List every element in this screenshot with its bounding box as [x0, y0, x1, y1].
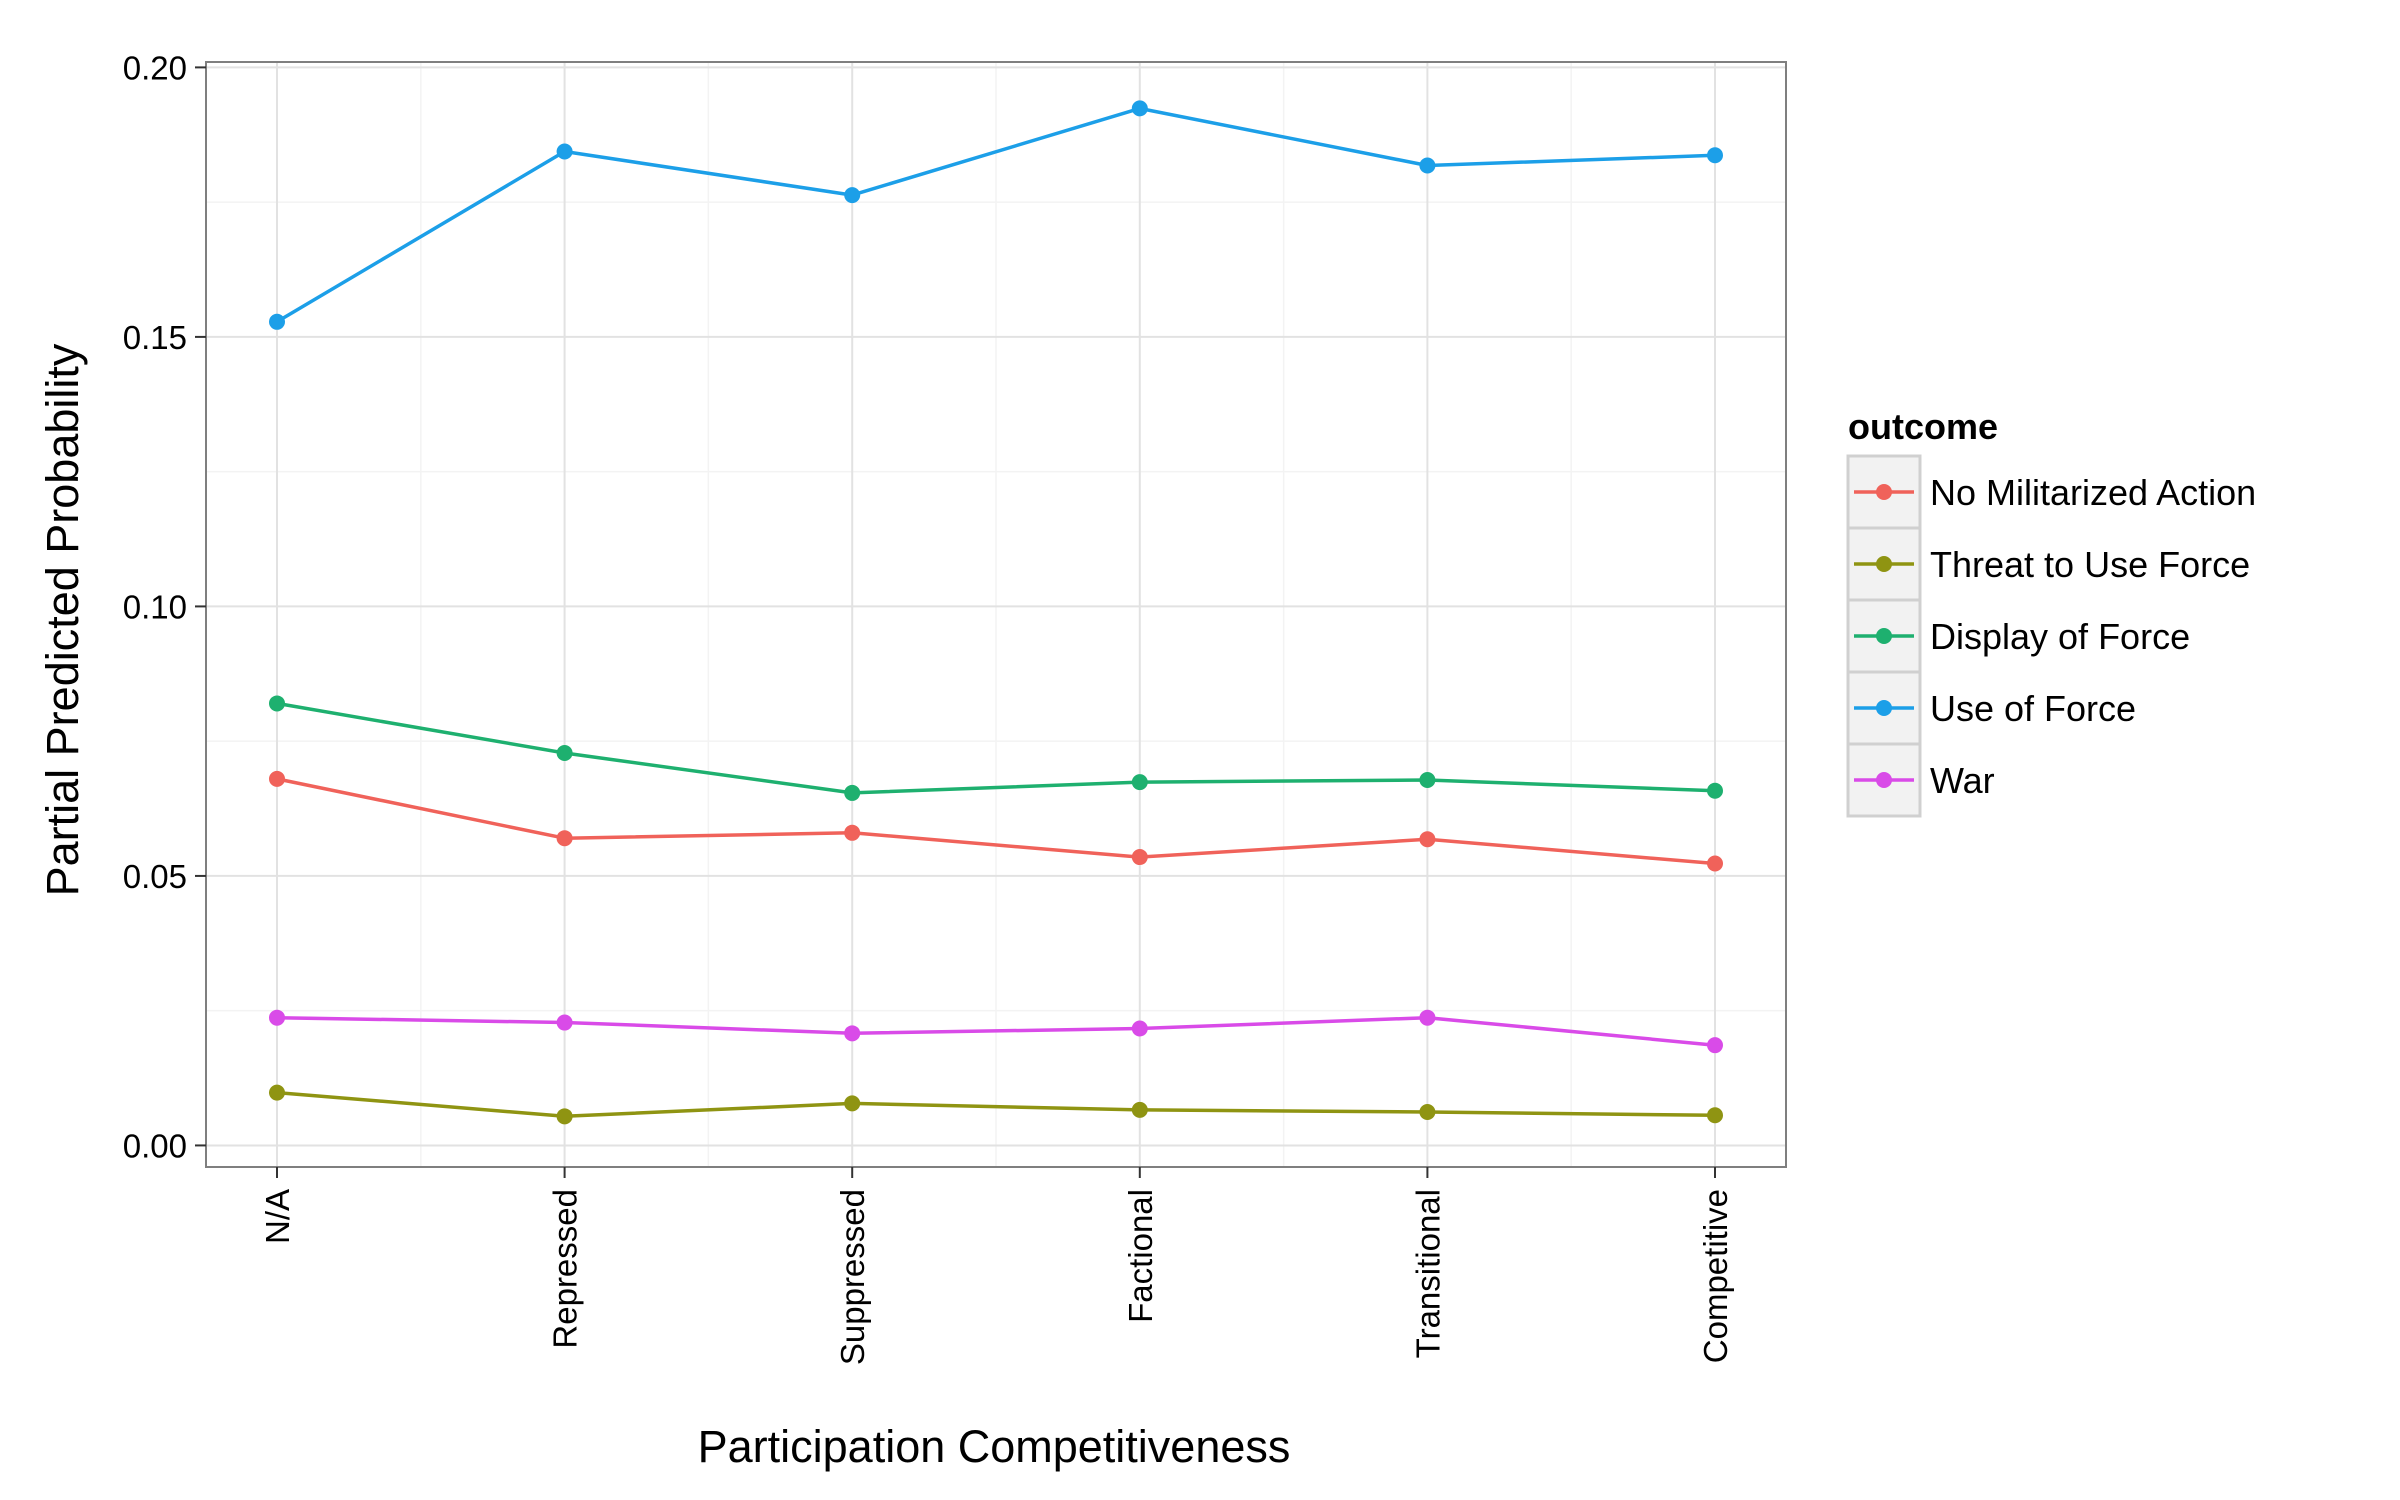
legend-label: Display of Force [1930, 616, 2190, 657]
data-point [1707, 855, 1723, 872]
legend-item: Display of Force [1846, 598, 2190, 674]
legend: outcome No Militarized Action Threat to U… [1846, 406, 2256, 818]
y-tick-label: 0.15 [123, 319, 187, 356]
data-point [844, 784, 861, 801]
x-tick-label: N/A [259, 1189, 296, 1244]
y-tick-label: 0.05 [123, 858, 187, 895]
data-point [1131, 1020, 1148, 1037]
data-point [556, 1014, 573, 1031]
data-point [556, 830, 573, 847]
x-tick-label: Repressed [547, 1189, 584, 1349]
legend-key-point [1876, 628, 1892, 644]
data-point [269, 1009, 285, 1026]
data-point [1419, 1104, 1436, 1121]
data-point [1131, 100, 1148, 117]
y-axis: 0.00 0.05 0.10 0.15 0.20 [123, 49, 206, 1164]
legend-label: No Militarized Action [1930, 472, 2256, 513]
x-tick-label: Transitional [1409, 1189, 1446, 1358]
data-point [1419, 1009, 1436, 1026]
y-axis-title: Partial Predicted Probability [37, 343, 88, 896]
legend-title: outcome [1848, 406, 1998, 447]
data-point [1707, 1107, 1723, 1124]
x-tick-label: Factional [1122, 1189, 1159, 1323]
legend-key-point [1876, 556, 1892, 572]
y-tick-label: 0.00 [123, 1127, 187, 1164]
legend-label: Threat to Use Force [1930, 544, 2250, 585]
series-line [276, 701, 1716, 795]
legend-key-point [1876, 772, 1892, 788]
data-point [269, 313, 285, 330]
legend-item: Use of Force [1846, 670, 2136, 746]
series-line [276, 1090, 1716, 1119]
series-line [276, 106, 1716, 324]
data-point [1707, 147, 1723, 164]
y-tick-label: 0.20 [123, 49, 187, 86]
data-point [1419, 831, 1436, 848]
plot-panel [205, 61, 1787, 1168]
data-point [269, 770, 285, 787]
panel-border [205, 61, 1787, 1168]
data-point [556, 1108, 573, 1125]
series-line [276, 1015, 1716, 1047]
series-line [276, 777, 1716, 866]
x-axis: N/A Repressed Suppressed Factional Transitio… [259, 1167, 1734, 1365]
x-tick-label: Suppressed [834, 1189, 871, 1365]
y-tick-label: 0.10 [123, 588, 187, 625]
data-point [556, 143, 573, 160]
x-tick-label: Competitive [1697, 1189, 1734, 1363]
legend-label: War [1930, 760, 1995, 801]
legend-key-point [1876, 484, 1892, 500]
data-point [1707, 782, 1723, 799]
data-point [844, 187, 861, 204]
data-point [1419, 771, 1436, 788]
legend-label: Use of Force [1930, 688, 2136, 729]
data-point [844, 1095, 861, 1112]
series-layer [269, 100, 1723, 1125]
legend-item: No Militarized Action [1846, 454, 2256, 530]
legend-items: No Militarized Action Threat to Use Force… [1846, 454, 2256, 818]
data-point [269, 695, 285, 712]
data-point [1131, 774, 1148, 791]
x-axis-title: Participation Competitiveness [698, 1421, 1291, 1472]
series-use-of-force [269, 100, 1723, 330]
data-point [1131, 849, 1148, 866]
data-point [556, 745, 573, 762]
series-threat-to-use-force [269, 1084, 1723, 1125]
legend-item: War [1846, 742, 1995, 818]
legend-key-point [1876, 700, 1892, 716]
series-display-of-force [269, 695, 1723, 801]
data-point [269, 1084, 285, 1101]
data-point [1131, 1101, 1148, 1118]
data-point [1419, 157, 1436, 174]
data-point [844, 824, 861, 841]
data-point [844, 1025, 861, 1042]
series-war [269, 1009, 1723, 1054]
data-point [1707, 1037, 1723, 1054]
series-no-militarized-action [269, 770, 1723, 872]
